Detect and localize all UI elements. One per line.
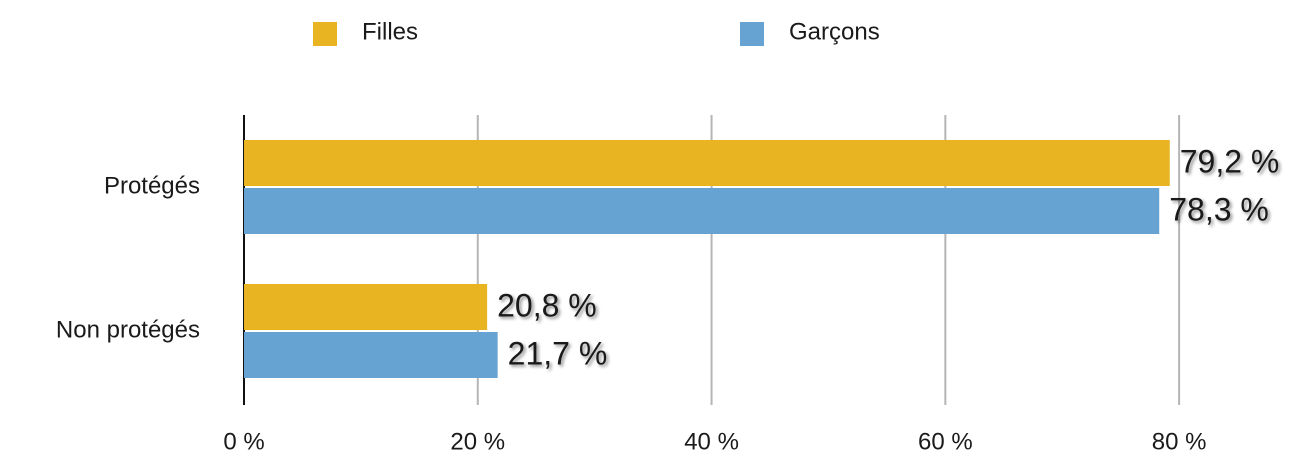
x-tick-label: 40 %	[684, 428, 739, 455]
x-tick-label: 60 %	[918, 428, 973, 455]
x-tick-label: 0 %	[223, 428, 264, 455]
bar	[244, 188, 1160, 234]
value-label: 20,8 %	[497, 287, 597, 323]
legend-swatch	[313, 22, 337, 46]
value-label: 78,3 %	[1169, 191, 1269, 227]
x-tick-label: 80 %	[1152, 428, 1207, 455]
value-label: 79,2 %	[1180, 143, 1280, 179]
legend-swatch	[740, 22, 764, 46]
y-tick-label: Non protégés	[56, 316, 200, 343]
legend-label: Filles	[362, 18, 418, 45]
x-tick-label: 20 %	[450, 428, 505, 455]
bar	[244, 284, 488, 330]
y-tick-label: Protégés	[104, 172, 200, 199]
legend-label: Garçons	[789, 18, 880, 45]
bar	[244, 140, 1170, 186]
value-label: 21,7 %	[508, 335, 608, 371]
bar	[244, 332, 498, 378]
